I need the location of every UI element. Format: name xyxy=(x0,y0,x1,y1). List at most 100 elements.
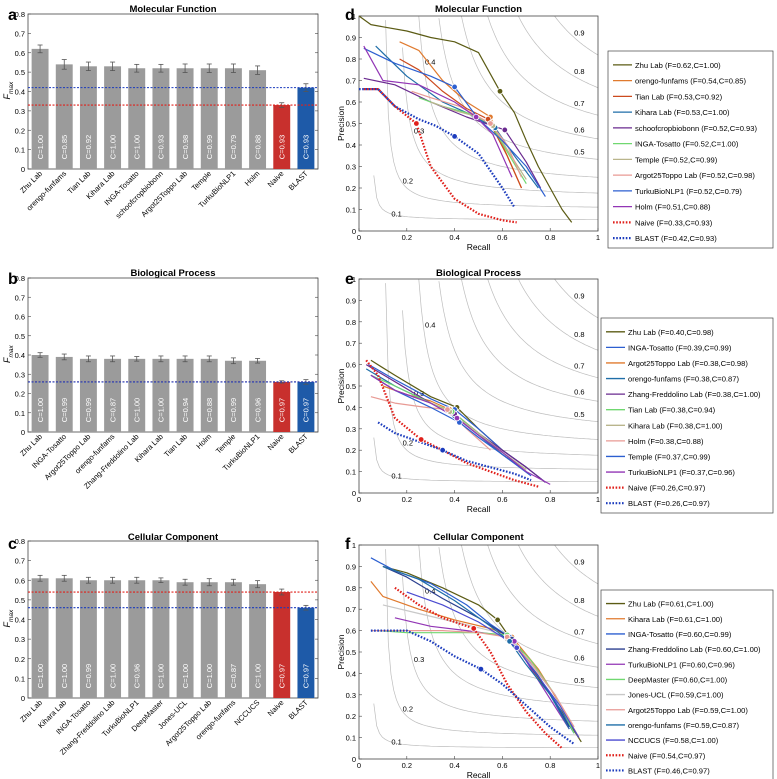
y-tick-label: 0.2 xyxy=(346,712,356,721)
x-tick-label: 1 xyxy=(596,761,600,770)
bar xyxy=(249,584,267,698)
series-line xyxy=(394,617,570,730)
y-tick-label: 0.8 xyxy=(15,537,25,546)
iso-f-label: 0.6 xyxy=(574,654,584,663)
coverage-label: C=0.88 xyxy=(253,135,262,159)
iso-f-label: 0.8 xyxy=(574,67,584,76)
y-tick-label: 0 xyxy=(352,227,356,236)
legend-label: Naive (F=0.54,C=0.97) xyxy=(628,751,706,760)
bar xyxy=(79,66,97,169)
series-line xyxy=(370,581,580,738)
iso-f-label: 0.5 xyxy=(574,410,584,419)
x-axis-label: Recall xyxy=(467,770,491,779)
legend-label: BLAST (F=0.42,C=0.93) xyxy=(635,234,717,243)
y-tick-label: 0 xyxy=(21,428,25,437)
bar xyxy=(55,356,73,432)
legend-label: Kihara Lab (F=0.61,C=1.00) xyxy=(628,615,723,624)
iso-f-curve xyxy=(418,545,598,706)
fmax-point xyxy=(477,665,485,673)
y-tick-label: 0.3 xyxy=(346,691,356,700)
fmax-point xyxy=(451,133,458,140)
fmax-point xyxy=(487,120,494,127)
iso-f-curve xyxy=(402,576,598,722)
iso-f-curve xyxy=(373,437,598,483)
y-tick-label: 0.9 xyxy=(346,296,356,305)
y-tick-label: 0.5 xyxy=(346,120,356,129)
coverage-label: C=0.79 xyxy=(229,135,238,159)
legend-label: Tian Lab (F=0.53,C=0.92) xyxy=(635,92,723,101)
x-tick-label: 0.4 xyxy=(449,495,459,504)
legend-label: Holm (F=0.51,C=0.88) xyxy=(635,203,711,212)
iso-f-curve xyxy=(418,279,598,440)
fmax-point xyxy=(501,126,508,134)
bar xyxy=(176,68,194,169)
iso-f-curve xyxy=(487,545,598,645)
bar xyxy=(31,48,49,169)
legend-label: Argot25Toppo Lab (F=0.52,C=0.98) xyxy=(635,171,755,180)
iso-f-curves: 0.1 0.2 0.3 0.4 0.5 0.6 0.7 0.8 0.9 xyxy=(373,279,598,483)
bar xyxy=(104,358,122,432)
series-line xyxy=(382,565,582,743)
series-line xyxy=(370,396,491,451)
x-tick-label: Naive xyxy=(266,432,286,452)
y-axis-label: Precision xyxy=(336,368,346,403)
series-line xyxy=(363,47,546,197)
bar xyxy=(176,358,194,432)
bar xyxy=(224,360,242,432)
iso-f-curve xyxy=(554,279,598,319)
legend-label: Jones-UCL (F=0.59,C=1.00) xyxy=(628,691,724,700)
y-axis-label-sub: max xyxy=(8,81,15,94)
x-tick-label: 0 xyxy=(357,761,361,770)
iso-f-curve xyxy=(554,545,598,585)
y-tick-label: 0.5 xyxy=(15,68,25,77)
iso-f-label: 0.8 xyxy=(574,330,584,339)
legend: Zhu Lab (F=0.40,C=0.98) INGA-Tosatto (F=0… xyxy=(600,317,774,514)
coverage-label: C=0.92 xyxy=(84,135,93,159)
y-axis-label: Fmax xyxy=(2,81,15,100)
iso-f-label: 0.2 xyxy=(403,176,413,185)
bar xyxy=(297,381,315,432)
coverage-label: C=0.99 xyxy=(84,398,93,422)
y-tick-label: 0.6 xyxy=(346,627,356,636)
x-tick-label: 1 xyxy=(596,233,600,242)
coverage-label: C=1.00 xyxy=(205,664,214,688)
iso-f-curve xyxy=(402,310,598,456)
coverage-label: C=0.97 xyxy=(302,398,311,422)
y-tick-label: 0.3 xyxy=(15,635,25,644)
x-tick-label: Naive xyxy=(266,169,286,189)
bar xyxy=(273,105,291,169)
legend-label: schoofcropbiobonn (F=0.52,C=0.93) xyxy=(635,124,757,133)
iso-f-label: 0.6 xyxy=(574,388,584,397)
legend-label: Zhang-Freddolino Lab (F=0.60,C=1.00) xyxy=(628,645,761,654)
iso-f-label: 0.1 xyxy=(391,471,401,480)
x-tick-label: 0.6 xyxy=(497,761,507,770)
legend-label: DeepMaster (F=0.60,C=1.00) xyxy=(628,675,728,684)
coverage-label: C=0.93 xyxy=(278,135,287,159)
coverage-label: C=1.00 xyxy=(157,664,166,688)
x-tick-label: 0.8 xyxy=(545,761,555,770)
fmax-point xyxy=(453,414,461,422)
y-tick-label: 0.8 xyxy=(15,274,25,283)
legend-box xyxy=(600,589,774,779)
bar xyxy=(297,607,315,698)
y-axis-label: Fmax xyxy=(2,609,15,628)
x-tick-label: 0.2 xyxy=(402,761,412,770)
fmax-point xyxy=(513,644,520,651)
y-tick-label: 0.7 xyxy=(15,29,25,38)
iso-f-curve xyxy=(418,16,598,178)
iso-f-label: 0.5 xyxy=(574,148,584,157)
bar xyxy=(200,358,218,432)
x-tick-label: 0 xyxy=(357,233,361,242)
coverage-label: C=1.00 xyxy=(108,664,117,688)
legend-label: Zhu Lab (F=0.40,C=0.98) xyxy=(628,328,714,337)
fmax-point xyxy=(451,83,458,91)
y-tick-label: 0.4 xyxy=(346,141,356,150)
legend-label: orengo-funfams (F=0.54,C=0.85) xyxy=(635,77,746,86)
bar xyxy=(128,358,146,432)
pr-chart-f: Cellular Component 0.1 0.2 0.3 0.4 0.5 0.6 0.7 0… xyxy=(336,532,774,779)
iso-f-label: 0.1 xyxy=(391,209,401,218)
series-line xyxy=(363,77,542,189)
legend-label: INGA-Tosatto (F=0.60,C=0.99) xyxy=(628,630,732,639)
iso-f-label: 0.2 xyxy=(403,439,413,448)
x-tick-label: 0.4 xyxy=(449,761,459,770)
